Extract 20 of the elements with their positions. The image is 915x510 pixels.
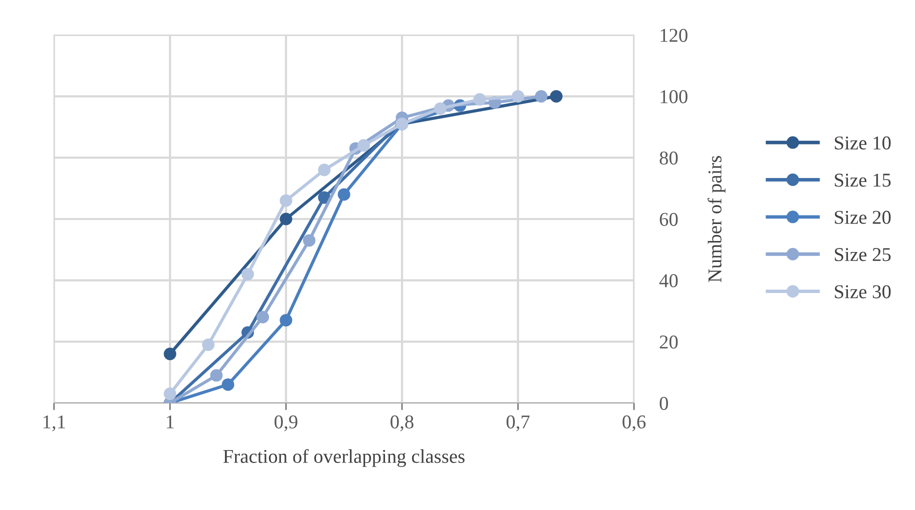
x-tick-label: 0,7 <box>506 415 530 432</box>
x-tick-label: 0,9 <box>274 415 298 432</box>
legend-label: Size 15 <box>834 174 891 187</box>
y-tick-label: 20 <box>660 335 678 349</box>
x-tick-label: 0,6 <box>622 415 646 432</box>
x-axis-title: Fraction of overlapping classes <box>223 449 465 467</box>
legend-label: Size 10 <box>834 136 891 150</box>
y-tick-label: 120 <box>660 28 688 42</box>
legend-label: Size 25 <box>834 248 891 262</box>
y-tick-label: 0 <box>660 396 668 410</box>
x-tick-label: 1,1 <box>44 415 65 432</box>
y-tick-label: 40 <box>659 274 678 288</box>
y-tick-label: 100 <box>660 90 688 104</box>
y-tick-label: 60 <box>660 212 678 226</box>
x-tick-label: 0,8 <box>390 415 414 432</box>
legend-label: Size 20 <box>834 210 891 224</box>
x-tick-label: 1 <box>166 415 174 428</box>
y-axis-title: Number of pairs <box>708 156 726 282</box>
legend-label: Size 30 <box>834 285 891 298</box>
y-tick-label: 80 <box>660 151 678 165</box>
